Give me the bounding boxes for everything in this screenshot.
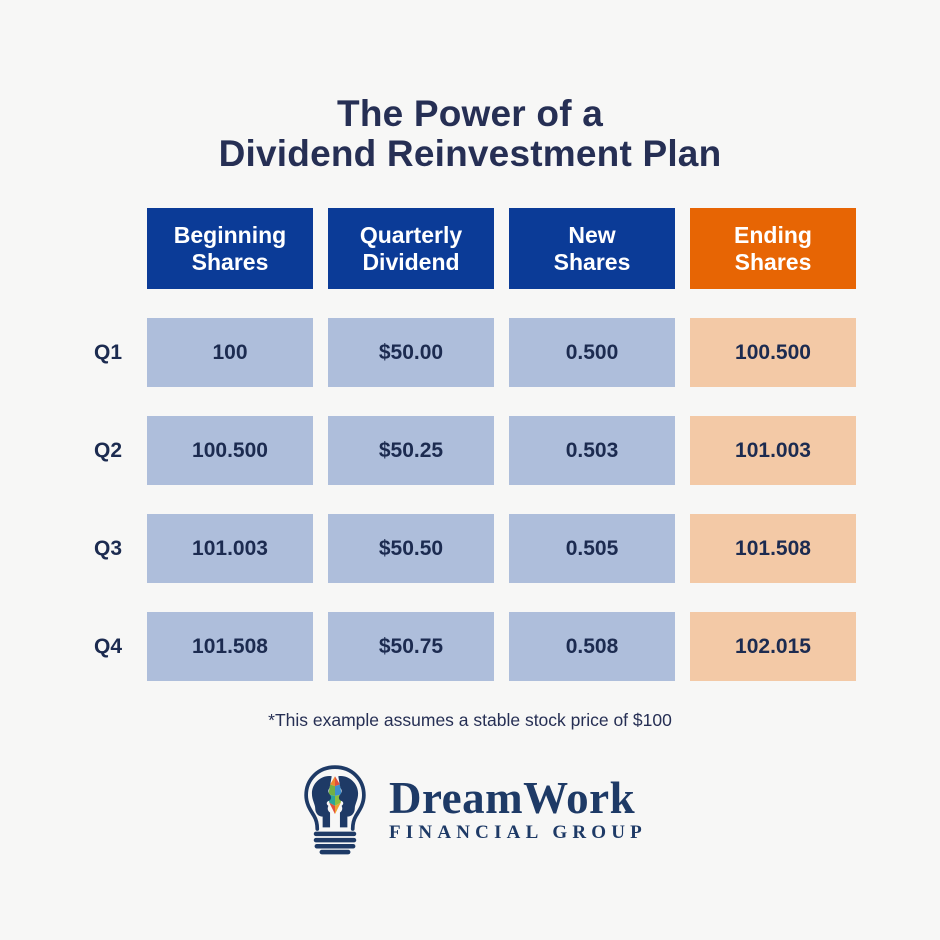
table-header-row: Beginning Shares Quarterly Dividend New …	[84, 208, 856, 289]
cell-ending-shares: 101.003	[690, 416, 856, 485]
page-title-line2: Dividend Reinvestment Plan	[218, 133, 722, 174]
lightbulb-heads-logo-icon	[304, 765, 366, 855]
row-label: Q1	[93, 340, 122, 364]
bulb-base-threads	[313, 831, 357, 855]
row-label: Q3	[93, 536, 122, 560]
row-label: Q2	[93, 438, 122, 462]
drip-table: Beginning Shares Quarterly Dividend New …	[84, 208, 856, 681]
row-label: Q4	[93, 634, 122, 658]
column-header-label: Ending	[734, 221, 812, 248]
left-profile	[311, 775, 332, 828]
cell-beginning-shares: 100	[147, 318, 313, 387]
logo-brand: DreamWork	[389, 773, 636, 823]
column-header-label: Shares	[553, 248, 631, 275]
right-profile	[338, 775, 359, 828]
cell-quarterly-dividend: $50.00	[328, 318, 494, 387]
column-header-label: Dividend	[362, 248, 460, 275]
cell-new-shares: 0.500	[509, 318, 675, 387]
column-header-label: New	[568, 221, 616, 248]
column-header-beginning-shares: Beginning Shares	[147, 208, 313, 289]
page-title: The Power of a Dividend Reinvestment Pla…	[0, 94, 940, 174]
cell-quarterly-dividend: $50.50	[328, 514, 494, 583]
column-header-new-shares: New Shares	[509, 208, 675, 289]
table-row-q2: Q2 100.500 $50.25 0.503 101.003	[84, 416, 856, 485]
dreamwork-logo: DreamWork FINANCIAL GROUP	[0, 763, 940, 857]
logo-text: DreamWork FINANCIAL GROUP	[389, 776, 647, 844]
column-header-quarterly-dividend: Quarterly Dividend	[328, 208, 494, 289]
cell-beginning-shares: 100.500	[147, 416, 313, 485]
column-header-label: Shares	[734, 248, 812, 275]
cell-beginning-shares: 101.003	[147, 514, 313, 583]
table-row-q3: Q3 101.003 $50.50 0.505 101.508	[84, 514, 856, 583]
cell-ending-shares: 101.508	[690, 514, 856, 583]
cell-quarterly-dividend: $50.25	[328, 416, 494, 485]
cell-new-shares: 0.508	[509, 612, 675, 681]
page-title-line1: The Power of a	[337, 93, 603, 134]
cell-new-shares: 0.503	[509, 416, 675, 485]
column-header-ending-shares: Ending Shares	[690, 208, 856, 289]
table-row-q1: Q1 100 $50.00 0.500 100.500	[84, 318, 856, 387]
bulb-outline	[304, 765, 366, 831]
cell-beginning-shares: 101.508	[147, 612, 313, 681]
header-spacer	[84, 208, 132, 289]
table-row-q4: Q4 101.508 $50.75 0.508 102.015	[84, 612, 856, 681]
column-header-label: Shares	[191, 248, 269, 275]
logo-subtitle: FINANCIAL GROUP	[389, 822, 647, 843]
cell-ending-shares: 102.015	[690, 612, 856, 681]
cell-ending-shares: 100.500	[690, 318, 856, 387]
cell-new-shares: 0.505	[509, 514, 675, 583]
column-header-label: Quarterly	[359, 221, 463, 248]
footnote: *This example assumes a stable stock pri…	[268, 710, 672, 730]
column-header-label: Beginning	[173, 221, 287, 248]
cell-quarterly-dividend: $50.75	[328, 612, 494, 681]
